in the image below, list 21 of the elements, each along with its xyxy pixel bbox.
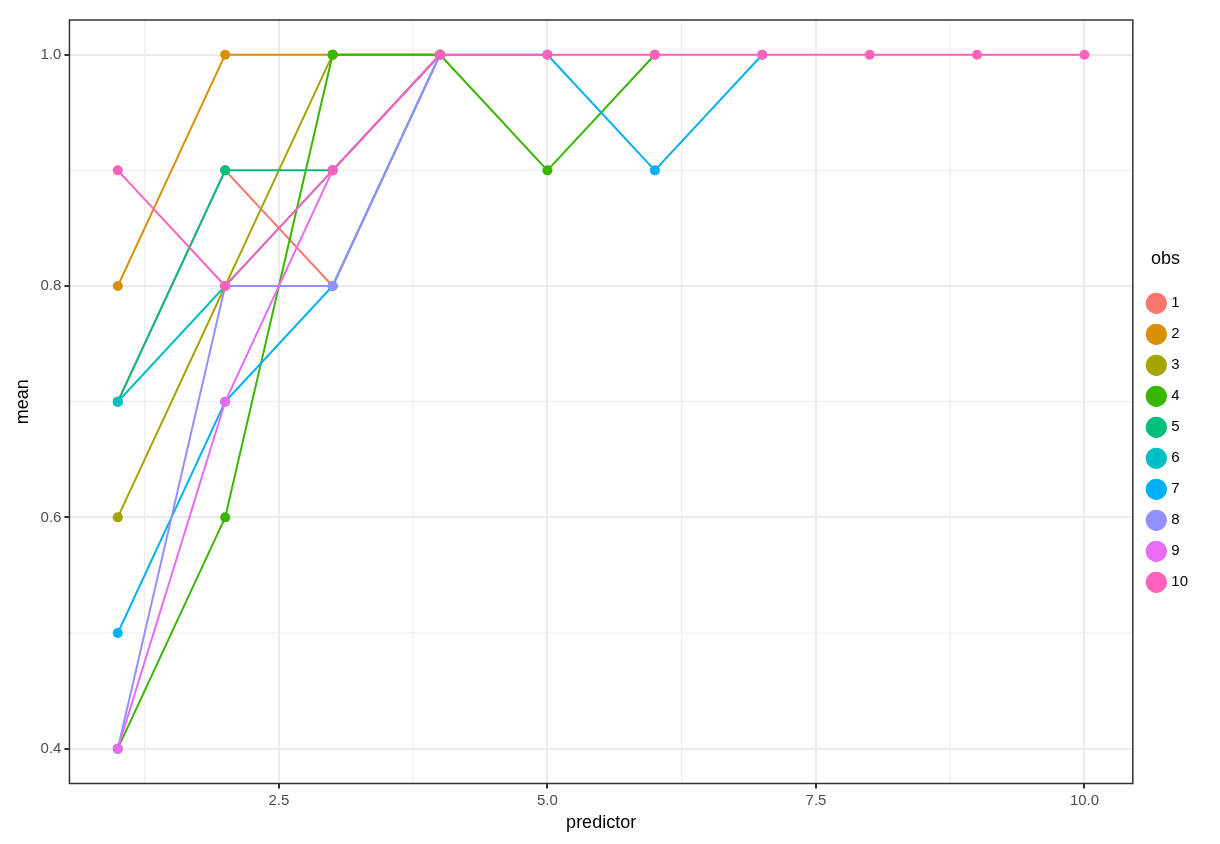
x-tick-label: 10.0 (1069, 790, 1100, 808)
legend-label: 8 (1171, 510, 1180, 528)
y-axis-title: mean (11, 379, 32, 425)
y-tick-label: 0.4 (40, 738, 62, 756)
y-tick-label: 0.8 (40, 276, 62, 294)
y-tick-label: 0.6 (40, 507, 62, 525)
legend-label: 5 (1171, 417, 1180, 435)
x-tick-label: 5.0 (537, 790, 558, 808)
legend-title: obs (1150, 248, 1180, 269)
x-axis-title: predictor (566, 812, 637, 833)
y-tick-label: 1.0 (40, 44, 62, 62)
legend-label: 1 (1171, 293, 1180, 311)
legend-label: 7 (1171, 479, 1180, 497)
legend-label: 4 (1171, 386, 1180, 404)
legend-label: 10 (1171, 572, 1188, 590)
legend-label: 6 (1171, 448, 1180, 466)
legend-label: 9 (1171, 541, 1180, 559)
legend-label: 2 (1171, 324, 1180, 342)
x-tick-label: 7.5 (805, 790, 827, 808)
legend-label: 3 (1171, 355, 1180, 373)
x-tick-label: 2.5 (268, 790, 290, 808)
